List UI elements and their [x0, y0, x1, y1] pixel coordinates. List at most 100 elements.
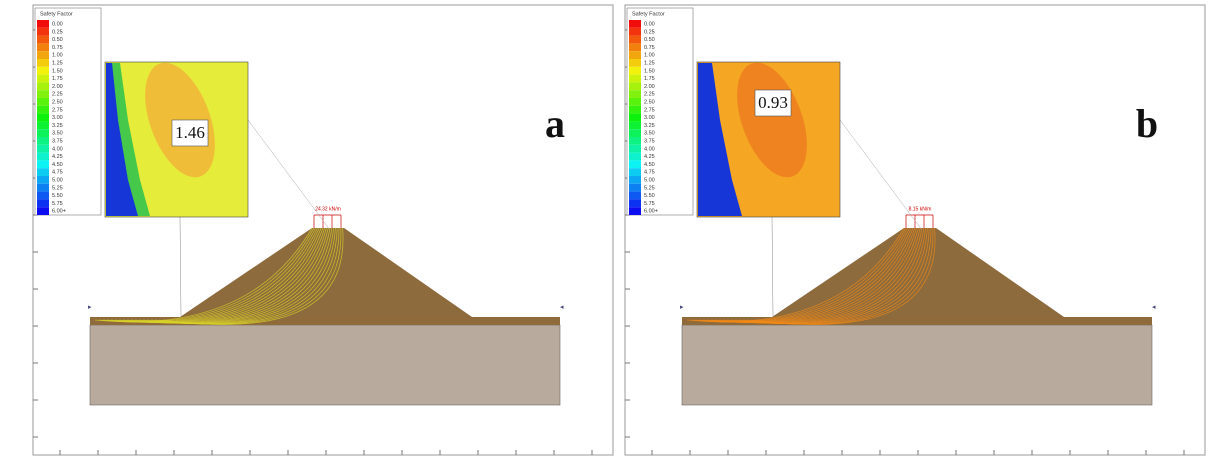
- legend-value: 4.50: [52, 162, 63, 168]
- legend-swatch: [37, 191, 49, 200]
- legend-value: 4.75: [644, 170, 655, 176]
- legend-swatch: [629, 98, 641, 106]
- legend-value: 3.50: [52, 131, 63, 137]
- panel: 8.15 kN/m ▸ ◂ 0.93 Safety Factor 0.00 0.25 0.50…: [624, 4, 1206, 456]
- legend-value: 1.50: [644, 68, 655, 74]
- legend-value: 4.00: [644, 146, 655, 152]
- legend-value: 0.50: [52, 37, 63, 43]
- legend-value: 1.00: [644, 53, 655, 59]
- legend-swatch: [37, 199, 49, 208]
- legend-value: 3.75: [52, 138, 63, 144]
- legend-swatch: [37, 66, 49, 75]
- legend-swatch: [629, 20, 641, 28]
- legend-value: 5.50: [644, 193, 655, 199]
- legend-swatch: [629, 183, 641, 192]
- legend-value: 3.25: [52, 123, 63, 129]
- factor-label: 0.93: [758, 93, 788, 112]
- legend-swatch: [629, 129, 641, 137]
- leader: [179, 216, 182, 317]
- legend-value: 5.75: [52, 201, 63, 207]
- legend-value: 2.25: [644, 92, 655, 98]
- legend-swatch: [629, 59, 641, 67]
- leader: [247, 119, 331, 231]
- load-label: 24.32 kN/m: [315, 206, 341, 212]
- legend-value: 0.00: [644, 21, 655, 27]
- embankment: [772, 228, 1064, 317]
- legend-value: 1.75: [52, 76, 63, 82]
- legend-value: 4.25: [52, 154, 63, 160]
- legend-swatch: [37, 90, 49, 98]
- legend-value: 0.75: [52, 45, 63, 51]
- legend-swatch: [629, 74, 641, 83]
- legend-value: 3.00: [52, 115, 63, 121]
- legend-value: 0.50: [644, 37, 655, 43]
- legend-swatch: [629, 137, 641, 145]
- panel-letter: b: [1136, 101, 1158, 146]
- ground-layer: [90, 317, 560, 325]
- legend-value: 2.50: [52, 99, 63, 105]
- legend-swatch: [629, 35, 641, 44]
- legend-swatch: [629, 176, 641, 184]
- legend-swatch: [37, 43, 49, 52]
- marker: ◂: [560, 304, 564, 311]
- legend-value: 6.00+: [52, 209, 66, 215]
- load-label: 8.15 kN/m: [909, 206, 932, 212]
- legend-value: 0.25: [52, 29, 63, 35]
- legend-swatch: [629, 160, 641, 169]
- legend-swatch: [37, 207, 49, 215]
- legend-value: 1.75: [644, 76, 655, 82]
- legend-value: 1.00: [52, 53, 63, 59]
- legend-value: 3.50: [644, 131, 655, 137]
- legend-swatch: [629, 113, 641, 122]
- legend-value: 1.25: [52, 60, 63, 66]
- legend-value: 2.75: [644, 107, 655, 113]
- legend-value: 1.25: [644, 60, 655, 66]
- legend-swatch: [37, 176, 49, 184]
- inset-edge: [106, 63, 138, 216]
- legend-swatch: [37, 51, 49, 59]
- legend-swatch: [629, 82, 641, 91]
- embankment: [180, 228, 472, 317]
- legend-value: 6.00+: [644, 209, 658, 215]
- legend-swatch: [37, 113, 49, 122]
- legend-swatch: [629, 168, 641, 176]
- legend-swatch: [629, 27, 641, 36]
- legend-swatch: [629, 90, 641, 98]
- legend-swatch: [629, 144, 641, 153]
- legend-swatch: [37, 137, 49, 145]
- legend-swatch: [37, 144, 49, 153]
- legend-value: 4.25: [644, 154, 655, 160]
- marker: ◂: [1152, 304, 1156, 311]
- panel: 24.32 kN/m ▸ ◂ 1.46 Safety Factor 0.00 0.25 0.5…: [32, 4, 614, 456]
- factor-box: [754, 89, 792, 117]
- legend-swatch: [629, 199, 641, 208]
- legend-value: 0.00: [52, 21, 63, 27]
- legend-swatch: [629, 43, 641, 52]
- legend-swatch: [37, 168, 49, 176]
- legend-swatch: [37, 74, 49, 83]
- legend-swatch: [629, 51, 641, 59]
- legend-swatch: [37, 129, 49, 137]
- legend-swatch: [37, 27, 49, 36]
- legend-swatch: [629, 152, 641, 161]
- marker: ▸: [680, 304, 684, 311]
- legend-swatch: [629, 66, 641, 75]
- legend-value: 5.00: [644, 177, 655, 183]
- foundation: [89, 324, 561, 406]
- legend-swatch: [37, 152, 49, 161]
- legend-swatch: [37, 183, 49, 192]
- legend-swatch: [37, 160, 49, 169]
- legend-swatch: [629, 191, 641, 200]
- legend-swatch: [37, 35, 49, 44]
- slip-surface: [754, 227, 936, 325]
- legend-value: 5.75: [644, 201, 655, 207]
- legend-swatch: [37, 59, 49, 67]
- legend-value: 0.25: [644, 29, 655, 35]
- legend-value: 5.25: [52, 185, 63, 191]
- legend-value: 4.75: [52, 170, 63, 176]
- foundation: [681, 324, 1153, 406]
- legend-swatch: [37, 20, 49, 28]
- legend-value: 2.50: [644, 99, 655, 105]
- legend-swatch: [629, 121, 641, 130]
